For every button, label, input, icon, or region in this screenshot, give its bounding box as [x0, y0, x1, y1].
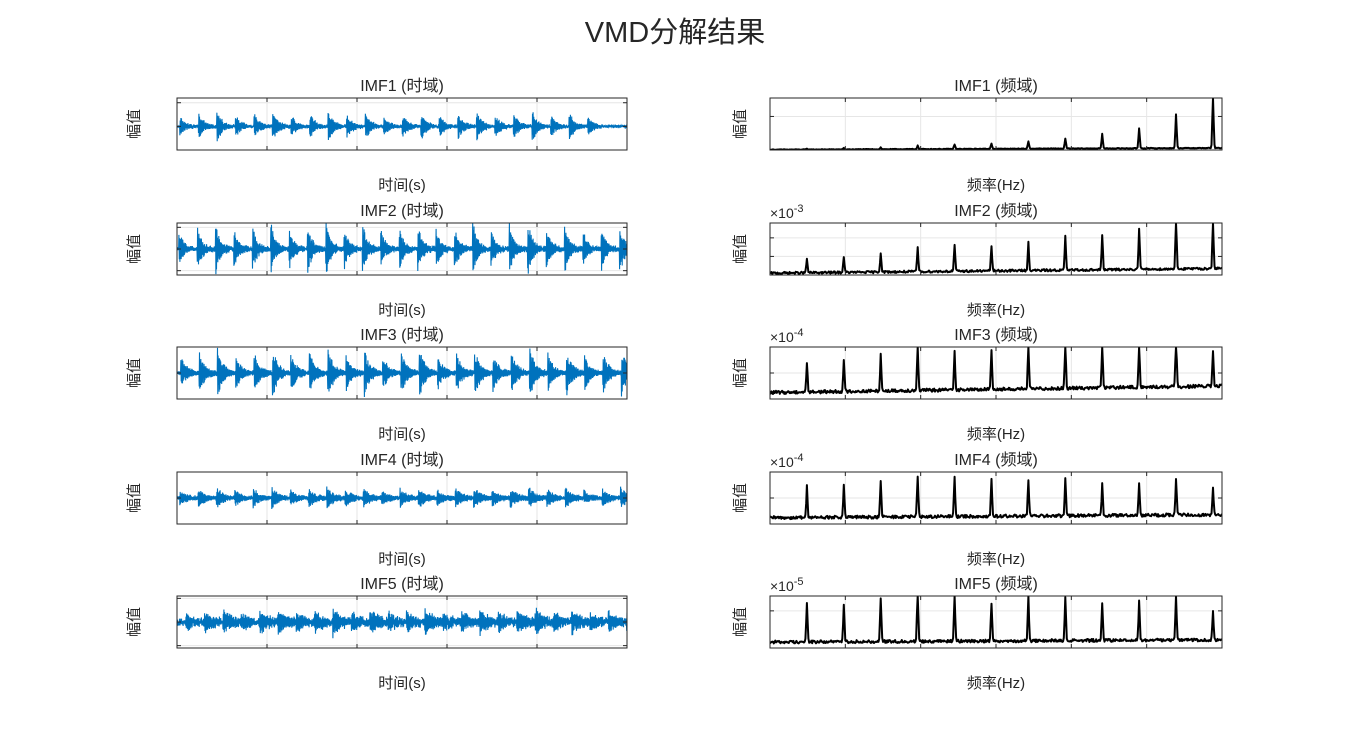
y-axis-label: 幅值 — [732, 607, 749, 637]
figure-title: VMD分解结果 — [585, 16, 765, 49]
subplot-title: IMF1 (时域) — [360, 77, 444, 95]
panel-imf5-time: IMF5 (时域) 时间(s) 幅值 — [126, 575, 628, 692]
panel-imf1-freq: IMF1 (频域) 频率(Hz) 幅值 — [732, 77, 1223, 194]
x-axis-label: 时间(s) — [378, 675, 426, 692]
x-axis-label: 频率(Hz) — [967, 302, 1025, 319]
subplot-title: IMF1 (频域) — [954, 77, 1038, 95]
panel-imf2-freq: ×10-3 IMF2 (频域) 频率(Hz) 幅值 — [732, 202, 1223, 319]
y-axis-label: 幅值 — [732, 358, 749, 388]
exponent-power: -4 — [794, 452, 804, 464]
subplot-title: IMF2 (时域) — [360, 202, 444, 220]
x-axis-label: 时间(s) — [378, 551, 426, 568]
exponent-base: ×10 — [770, 454, 794, 470]
axes-box — [176, 97, 628, 151]
x-axis-label: 时间(s) — [378, 302, 426, 319]
subplot-title: IMF3 (时域) — [360, 326, 444, 344]
series-imf5-time — [177, 607, 627, 639]
series-imf1-time — [177, 112, 627, 142]
x-axis-label: 频率(Hz) — [967, 426, 1025, 443]
y-axis-label: 幅值 — [732, 483, 749, 513]
y-exponent-label: ×10-4 — [770, 452, 804, 470]
series-imf5-freq — [770, 596, 1222, 645]
series-imf2-time — [177, 223, 627, 275]
subplot-title: IMF3 (频域) — [954, 326, 1038, 344]
subplot-title: IMF2 (频域) — [954, 202, 1038, 220]
y-exponent-label: ×10-3 — [770, 203, 804, 221]
x-axis-label: 频率(Hz) — [967, 177, 1025, 194]
series-imf4-freq — [770, 475, 1222, 521]
y-axis-label: 幅值 — [126, 358, 143, 388]
x-axis-label: 频率(Hz) — [967, 675, 1025, 692]
y-axis-label: 幅值 — [126, 234, 143, 264]
panel-imf2-time: IMF2 (时域) 时间(s) 幅值 — [126, 202, 628, 319]
y-axis-label: 幅值 — [126, 607, 143, 637]
subplot-title: IMF5 (频域) — [954, 575, 1038, 593]
y-axis-label: 幅值 — [732, 234, 749, 264]
x-axis-label: 频率(Hz) — [967, 551, 1025, 568]
exponent-base: ×10 — [770, 578, 794, 594]
panel-imf4-time: IMF4 (时域) 时间(s) 幅值 — [126, 451, 628, 568]
exponent-power: -5 — [794, 576, 804, 588]
exponent-power: -3 — [794, 203, 804, 215]
y-axis-label: 幅值 — [126, 109, 143, 139]
panel-imf1-time: IMF1 (时域) 时间(s) 幅值 — [126, 77, 628, 194]
subplot-title: IMF4 (时域) — [360, 451, 444, 469]
panel-imf3-time: IMF3 (时域) 时间(s) 幅值 — [126, 326, 628, 443]
y-exponent-label: ×10-5 — [770, 576, 804, 594]
panel-imf5-freq: ×10-5 IMF5 (频域) 频率(Hz) 幅值 — [732, 575, 1223, 692]
subplot-title: IMF5 (时域) — [360, 575, 444, 593]
panel-imf4-freq: ×10-4 IMF4 (频域) 频率(Hz) 幅值 — [732, 451, 1223, 568]
y-axis-label: 幅值 — [126, 483, 143, 513]
series-imf4-time — [177, 486, 627, 510]
y-exponent-label: ×10-4 — [770, 327, 804, 345]
x-axis-label: 时间(s) — [378, 426, 426, 443]
series-imf3-freq — [770, 347, 1222, 395]
exponent-base: ×10 — [770, 205, 794, 221]
x-axis-label: 时间(s) — [378, 177, 426, 194]
panel-imf3-freq: ×10-4 IMF3 (频域) 频率(Hz) 幅值 — [732, 326, 1223, 443]
exponent-power: -4 — [794, 327, 804, 339]
y-axis-label: 幅值 — [732, 109, 749, 139]
exponent-base: ×10 — [770, 329, 794, 345]
subplot-title: IMF4 (频域) — [954, 451, 1038, 469]
series-imf3-time — [177, 347, 627, 398]
